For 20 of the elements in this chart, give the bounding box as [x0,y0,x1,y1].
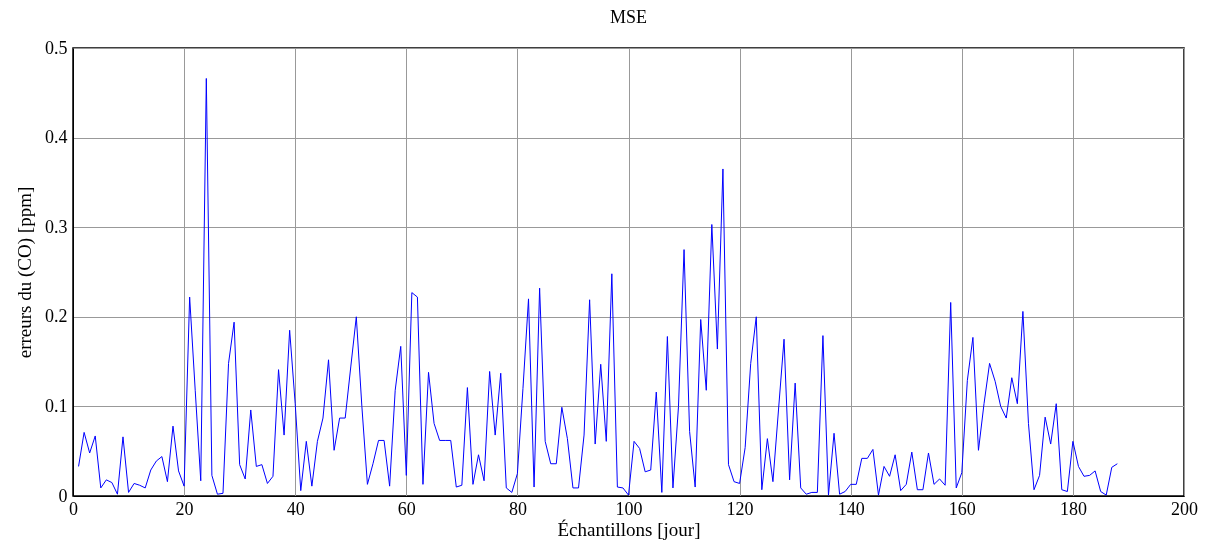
y-tick-label: 0.2 [45,306,68,327]
x-tick-label: 20 [175,498,194,519]
x-axis-title: Échantillons [jour] [557,518,701,540]
x-tick-label: 140 [837,498,865,519]
y-axis-title: erreurs du (CO) [ppm] [14,186,36,359]
x-tick-label: 200 [1171,498,1198,519]
x-tick-label: 40 [286,498,305,519]
y-tick-label: 0.3 [45,216,68,237]
y-tick-label: 0 [58,485,68,506]
x-tick-label: 100 [615,498,643,519]
x-tick-label: 160 [948,498,976,519]
chart-title: MSE [609,7,648,27]
x-tick-label: 180 [1059,498,1087,519]
x-tick-label: 120 [726,498,754,519]
y-tick-label: 0.1 [45,395,68,416]
x-tick-label: 80 [508,498,527,519]
y-tick-label: 0.4 [45,127,68,148]
y-tick-label: 0.5 [45,37,68,58]
x-tick-label: 60 [397,498,416,519]
line-series [78,77,1118,496]
